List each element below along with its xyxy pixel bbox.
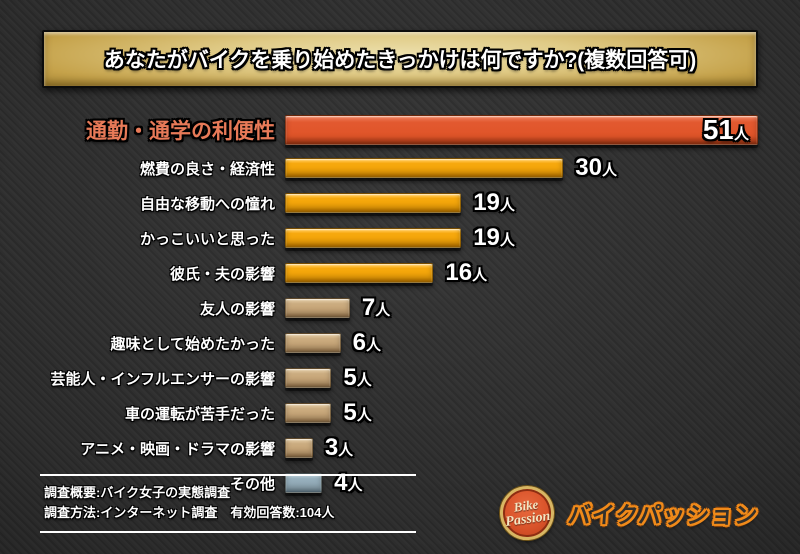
bar-track: 30人 — [285, 156, 758, 180]
bar-track: 5人 — [285, 366, 758, 390]
bar-track: 6人 — [285, 331, 758, 355]
category-label: その他 — [229, 475, 275, 493]
category-label: 友人の影響 — [199, 300, 275, 318]
category-label: 芸能人・インフルエンサーの影響 — [50, 370, 275, 388]
brand-name: バイクパッション — [566, 502, 759, 528]
survey-overview: 調査概要:バイク女子の実態調査 — [44, 484, 231, 500]
chart-title: あなたがバイクを乗り始めたきっかけは何ですか?(複数回答可) — [103, 49, 697, 72]
bar — [285, 333, 341, 353]
category-label: かっこいいと思った — [139, 230, 275, 248]
title-banner: あなたがバイクを乗り始めたきっかけは何ですか?(複数回答可) — [42, 30, 758, 88]
value-unit: 人 — [472, 267, 488, 284]
bar-row: 自由な移動への憧れ 19人 — [40, 191, 758, 215]
value-label: 7人 — [362, 296, 390, 320]
bar — [285, 193, 462, 213]
value-label: 3人 — [325, 436, 353, 460]
bar-row: かっこいいと思った 19人 — [40, 226, 758, 250]
value-label: 5人 — [343, 401, 371, 425]
value-unit: 人 — [601, 162, 617, 179]
value-label: 5人 — [343, 366, 371, 390]
bar-row: 燃費の良さ・経済性 30人 — [40, 156, 758, 180]
value-unit: 人 — [499, 197, 515, 214]
bar — [285, 228, 462, 248]
brand-logo: Bike Passion バイクパッション — [496, 482, 759, 544]
value-unit: 人 — [499, 232, 515, 249]
bar-row: アニメ・映画・ドラマの影響 3人 — [40, 436, 758, 460]
value-unit: 人 — [366, 337, 382, 354]
bar-row: 友人の影響 7人 — [40, 296, 758, 320]
survey-method: 調査方法:インターネット調査 有効回答数:104人 — [44, 504, 335, 520]
bar — [285, 438, 313, 458]
value-label: 19人 — [473, 226, 515, 250]
bar-track: 19人 — [285, 191, 758, 215]
survey-info-box: 調査概要:バイク女子の実態調査 調査方法:インターネット調査 有効回答数:104… — [40, 473, 416, 533]
value-number: 7 — [361, 294, 376, 321]
bar-track: 5人 — [285, 401, 758, 425]
value-label: 19人 — [473, 191, 515, 215]
value-label: 6人 — [353, 331, 381, 355]
value-unit: 人 — [338, 442, 354, 459]
bar — [285, 298, 350, 318]
bar — [285, 263, 434, 283]
value-number: 19 — [473, 189, 500, 216]
bar — [285, 403, 332, 423]
value-label: 51人 — [703, 116, 749, 144]
value-number: 16 — [445, 259, 473, 286]
bar-track: 19人 — [285, 226, 758, 250]
category-label: アニメ・映画・ドラマの影響 — [80, 440, 275, 458]
bar-row: 車の運転が苦手だった 5人 — [40, 401, 758, 425]
bar-track: 51人 — [285, 115, 758, 145]
category-label: 燃費の良さ・経済性 — [139, 160, 275, 178]
bar-row: 趣味として始めたかった 6人 — [40, 331, 758, 355]
value-number: 19 — [473, 224, 500, 251]
value-unit: 人 — [356, 407, 372, 424]
value-number: 5 — [343, 399, 357, 426]
value-unit: 人 — [347, 477, 363, 494]
bar-track: 3人 — [285, 436, 758, 460]
value-label: 30人 — [575, 156, 617, 180]
badge-text-bottom: Passion — [504, 508, 551, 531]
bar — [285, 473, 323, 493]
value-number: 3 — [324, 434, 339, 461]
value-number: 5 — [343, 364, 357, 391]
category-label: 車の運転が苦手だった — [124, 405, 275, 423]
bar-row: 芸能人・インフルエンサーの影響 5人 — [40, 366, 758, 390]
value-number: 51 — [702, 114, 734, 145]
bar — [285, 115, 758, 145]
bar-track: 16人 — [285, 261, 758, 285]
bike-passion-badge-icon: Bike Passion — [496, 482, 558, 544]
value-number: 30 — [575, 154, 602, 181]
category-label: 自由な移動への憧れ — [139, 195, 275, 213]
category-label: 趣味として始めたかった — [110, 335, 275, 353]
bar-chart: 通勤・通学の利便性 51人 燃費の良さ・経済性 30人 自由な移動への憧れ 19人 かっこい… — [40, 115, 758, 506]
value-unit: 人 — [733, 126, 749, 143]
bar-row: 彼氏・夫の影響 16人 — [40, 261, 758, 285]
value-label: 4人 — [334, 471, 362, 495]
value-number: 4 — [334, 469, 348, 496]
value-unit: 人 — [375, 302, 391, 319]
value-number: 6 — [352, 329, 366, 356]
bar-track: 4人 — [285, 471, 758, 495]
bar — [285, 158, 564, 178]
category-label: 通勤・通学の利便性 — [86, 120, 275, 143]
value-label: 16人 — [445, 261, 487, 285]
bar-row: その他 4人 — [40, 471, 758, 495]
category-label: 彼氏・夫の影響 — [169, 265, 275, 283]
bar-row: 通勤・通学の利便性 51人 — [40, 115, 758, 145]
bar — [285, 368, 332, 388]
value-unit: 人 — [356, 372, 372, 389]
bar-track: 7人 — [285, 296, 758, 320]
